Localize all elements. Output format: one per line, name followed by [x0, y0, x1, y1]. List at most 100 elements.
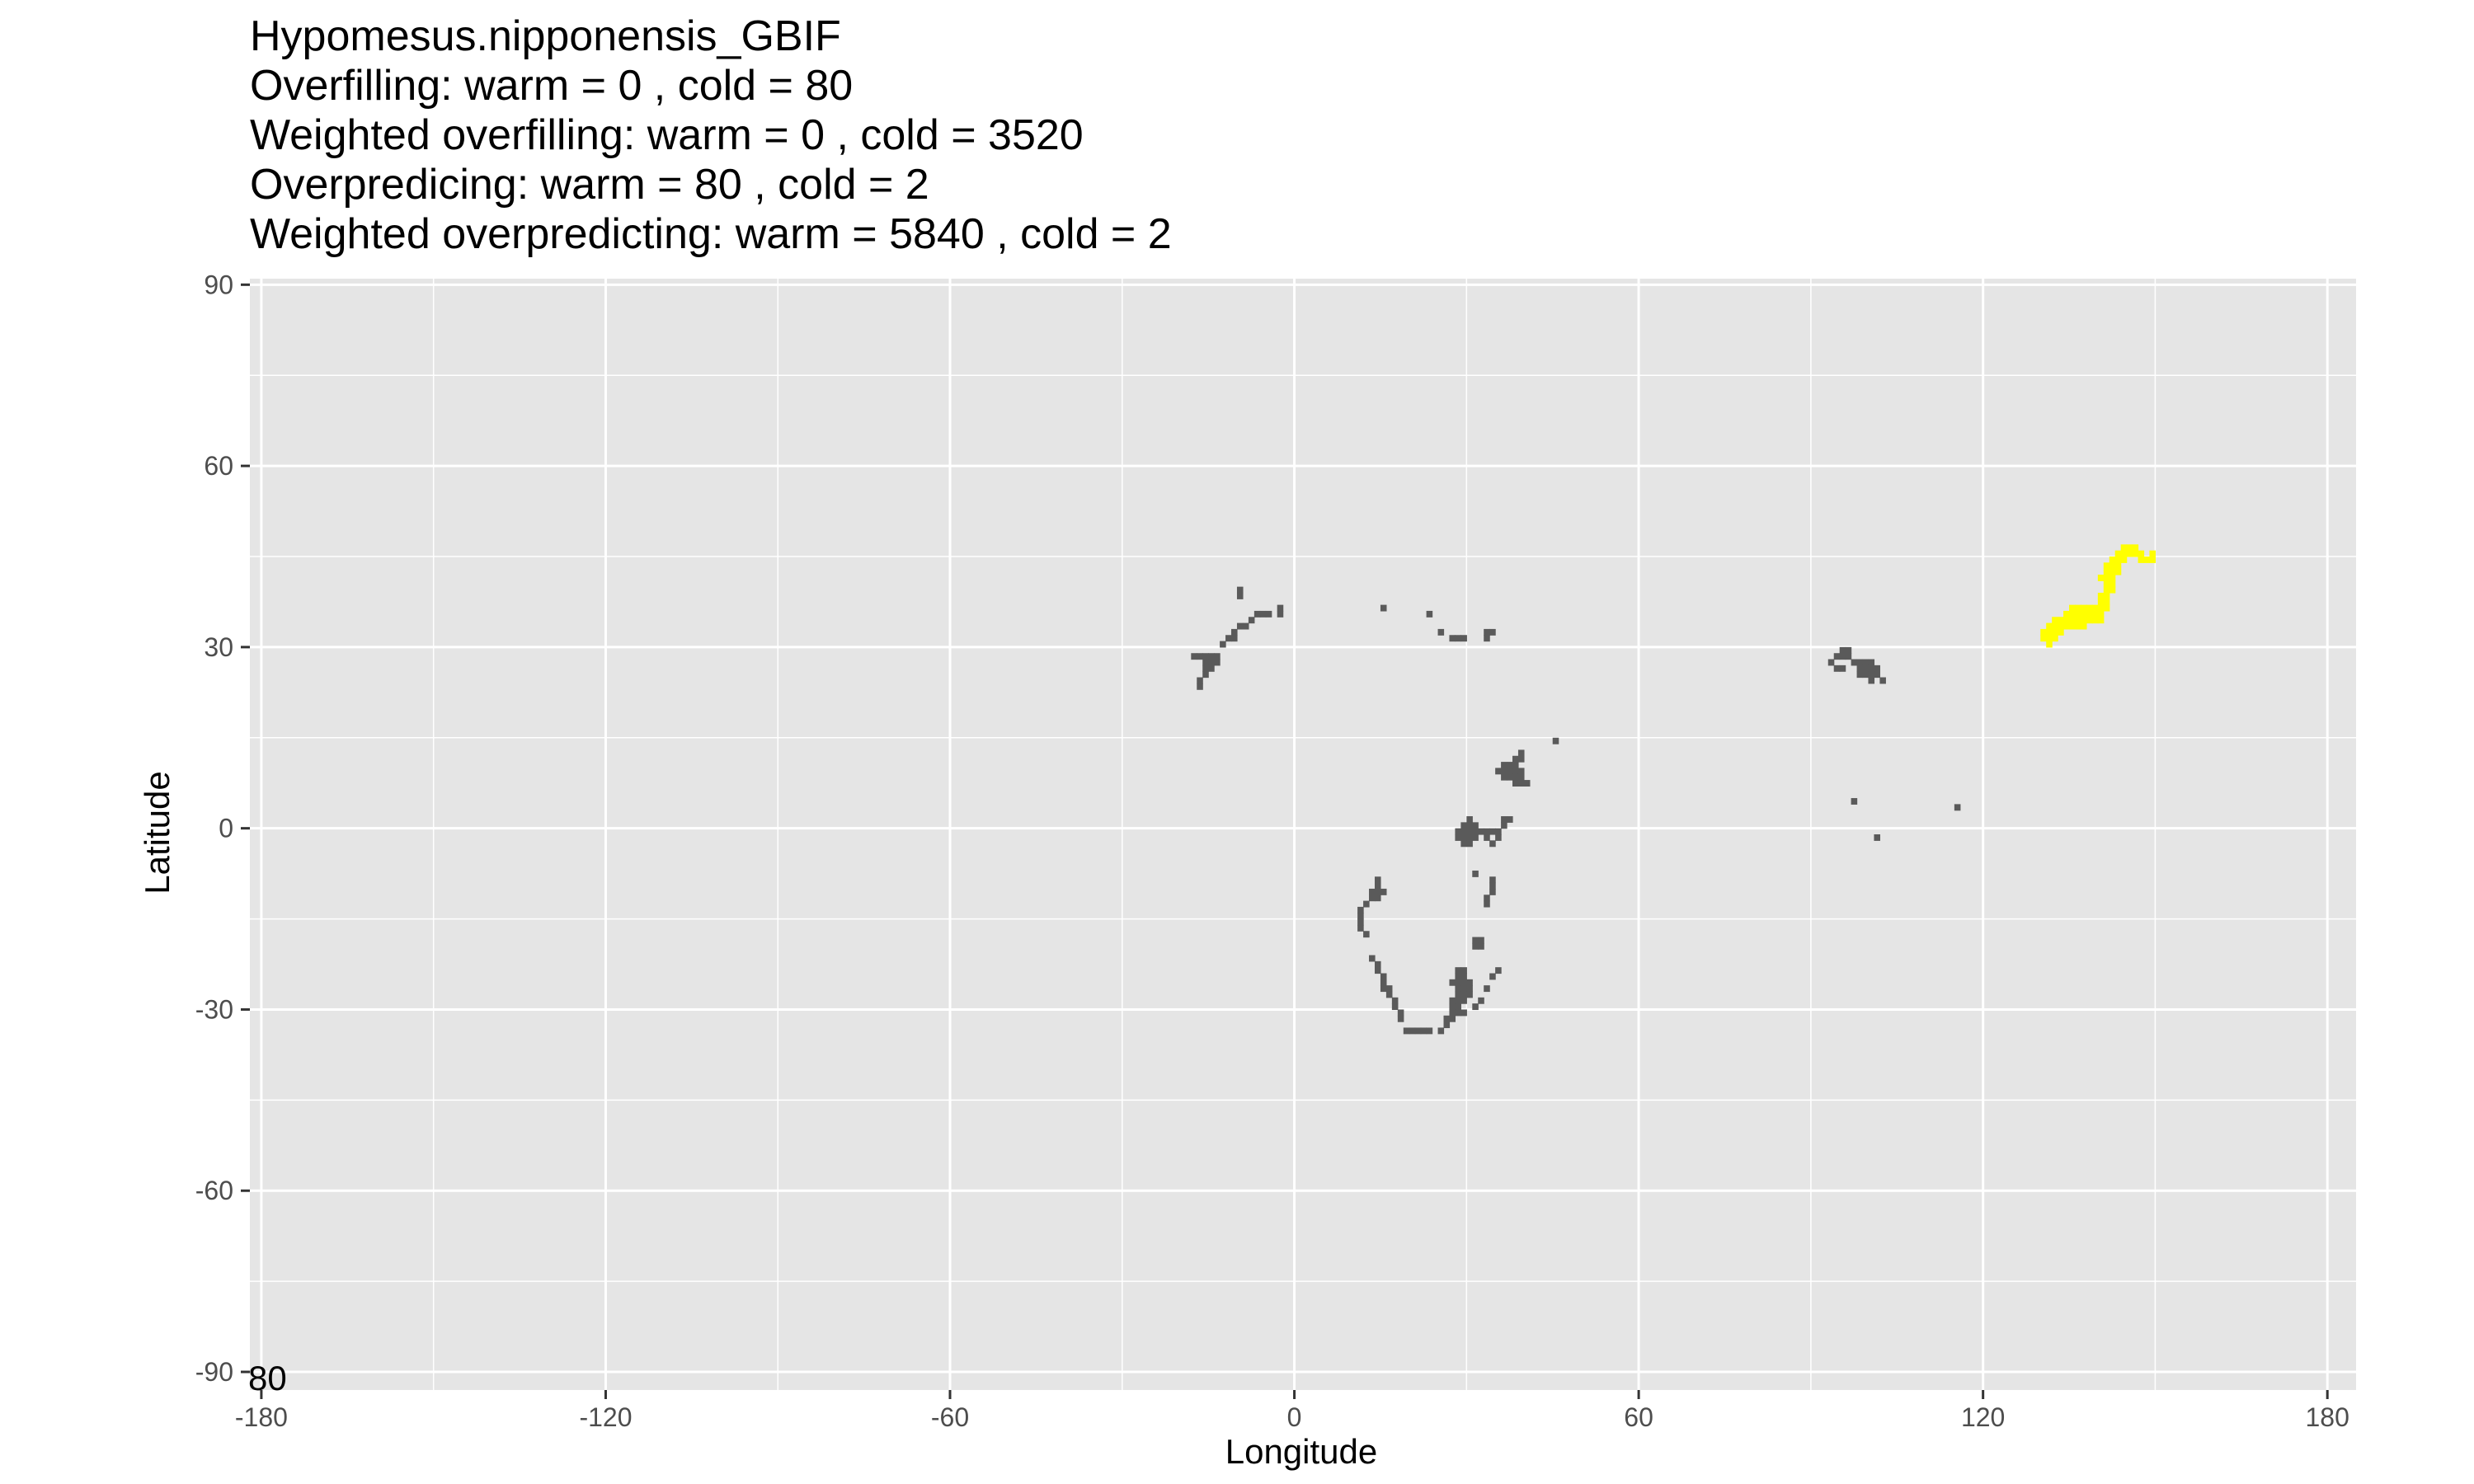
predicted-cell	[1426, 610, 1433, 618]
observed-cell	[2091, 617, 2099, 624]
series-observed	[2040, 544, 2157, 648]
observed-cell	[2063, 617, 2070, 624]
observed-cell	[2052, 622, 2058, 630]
predicted-cell	[1489, 973, 1496, 980]
predicted-cell	[1466, 840, 1473, 848]
observed-cell	[2063, 610, 2070, 618]
predicted-cell	[1466, 822, 1473, 829]
observed-cell	[2103, 586, 2110, 594]
predicted-cell	[1277, 610, 1284, 618]
predicted-cell	[1851, 659, 1858, 666]
predicted-cell	[1460, 822, 1467, 829]
observed-cell	[2075, 617, 2081, 624]
y-axis-title: Latitude	[138, 771, 176, 894]
observed-cell	[2103, 568, 2110, 575]
y-axis: 90 60 30 0 -30 -60 -90	[195, 270, 250, 1387]
x-tick-label: 0	[1287, 1402, 1302, 1432]
predicted-cell	[1202, 665, 1209, 672]
predicted-cell	[1391, 1003, 1399, 1011]
observed-cell	[2109, 574, 2116, 581]
observed-cell	[2126, 550, 2133, 557]
predicted-cell	[1495, 834, 1502, 841]
x-tick-label: -60	[931, 1402, 969, 1432]
predicted-cell	[1868, 659, 1875, 666]
observed-cell	[2109, 562, 2116, 570]
predicted-cell	[1236, 586, 1244, 594]
observed-cell	[2040, 628, 2047, 636]
predicted-cell	[1197, 653, 1203, 660]
predicted-cell	[1501, 773, 1507, 781]
predicted-cell	[1507, 768, 1513, 775]
predicted-cell	[1253, 610, 1261, 618]
predicted-cell	[1868, 671, 1875, 679]
observed-cell	[2046, 622, 2053, 630]
x-axis: -180 -120 -60 0 60 120 180	[235, 1390, 2349, 1432]
predicted-cell	[1517, 755, 1525, 763]
predicted-cell	[1472, 822, 1479, 829]
predicted-cell	[1489, 876, 1496, 884]
predicted-cell	[1455, 973, 1461, 980]
observed-cell	[2109, 568, 2116, 575]
predicted-cell	[1484, 828, 1490, 835]
observed-cell	[2149, 556, 2157, 563]
observed-cell	[2086, 610, 2093, 618]
predicted-cell	[1460, 991, 1467, 998]
predicted-cell	[1862, 659, 1870, 666]
title-line-species: Hypomesus.nipponensis_GBIF	[250, 12, 841, 60]
predicted-cell	[1879, 677, 1886, 684]
predicted-cell	[1489, 840, 1496, 848]
predicted-cell	[1833, 653, 1841, 660]
predicted-cell	[1495, 828, 1502, 835]
predicted-cell	[1517, 749, 1525, 757]
observed-cell	[2075, 622, 2081, 630]
predicted-cell	[1385, 991, 1393, 998]
observed-cell	[2120, 550, 2128, 557]
predicted-cell	[1443, 1021, 1451, 1029]
predicted-cell	[1517, 773, 1525, 781]
predicted-cell	[1236, 592, 1244, 599]
predicted-cell	[1455, 967, 1461, 974]
predicted-cell	[1455, 991, 1461, 998]
predicted-cell	[1437, 1027, 1445, 1035]
observed-cell	[2058, 617, 2064, 624]
y-tick-label: -90	[195, 1357, 233, 1387]
predicted-cell	[1391, 997, 1399, 1004]
title-line-weighted-overfilling: Weighted overfilling: warm = 0 , cold = …	[250, 111, 1084, 159]
predicted-cell	[1484, 900, 1490, 908]
predicted-cell	[1478, 942, 1484, 950]
predicted-cell	[1460, 1009, 1467, 1017]
observed-cell	[2114, 568, 2122, 575]
plot-panel	[250, 279, 2356, 1390]
predicted-cell	[1455, 985, 1461, 993]
observed-cell	[2114, 556, 2122, 563]
observed-cell	[2143, 556, 2151, 563]
observed-cell	[2097, 574, 2105, 581]
predicted-cell	[1512, 780, 1519, 787]
predicted-cell	[1868, 665, 1875, 672]
predicted-cell	[1374, 882, 1381, 890]
predicted-cell	[1403, 1027, 1410, 1035]
predicted-cell	[1501, 822, 1507, 829]
y-tick-label: 90	[204, 270, 233, 299]
observed-cell	[2103, 580, 2110, 588]
predicted-cell	[1478, 937, 1484, 944]
predicted-cell	[1231, 635, 1238, 642]
predicted-cell	[1259, 610, 1267, 618]
predicted-cell	[1460, 985, 1467, 993]
predicted-cell	[1512, 773, 1519, 781]
observed-cell	[2052, 635, 2058, 642]
predicted-cell	[1363, 900, 1370, 908]
observed-cell	[2046, 641, 2053, 648]
predicted-cell	[1231, 628, 1238, 636]
observed-cell	[2120, 556, 2128, 563]
predicted-cell	[1374, 888, 1381, 895]
predicted-cell	[1472, 937, 1479, 944]
observed-cell	[2109, 580, 2116, 588]
predicted-cell	[1414, 1027, 1422, 1035]
observed-cell	[2091, 610, 2099, 618]
predicted-cell	[1523, 780, 1531, 787]
predicted-cell	[1220, 641, 1226, 648]
predicted-cell	[1369, 955, 1376, 962]
predicted-cell	[1466, 816, 1473, 823]
y-tick-label: 0	[219, 814, 233, 843]
